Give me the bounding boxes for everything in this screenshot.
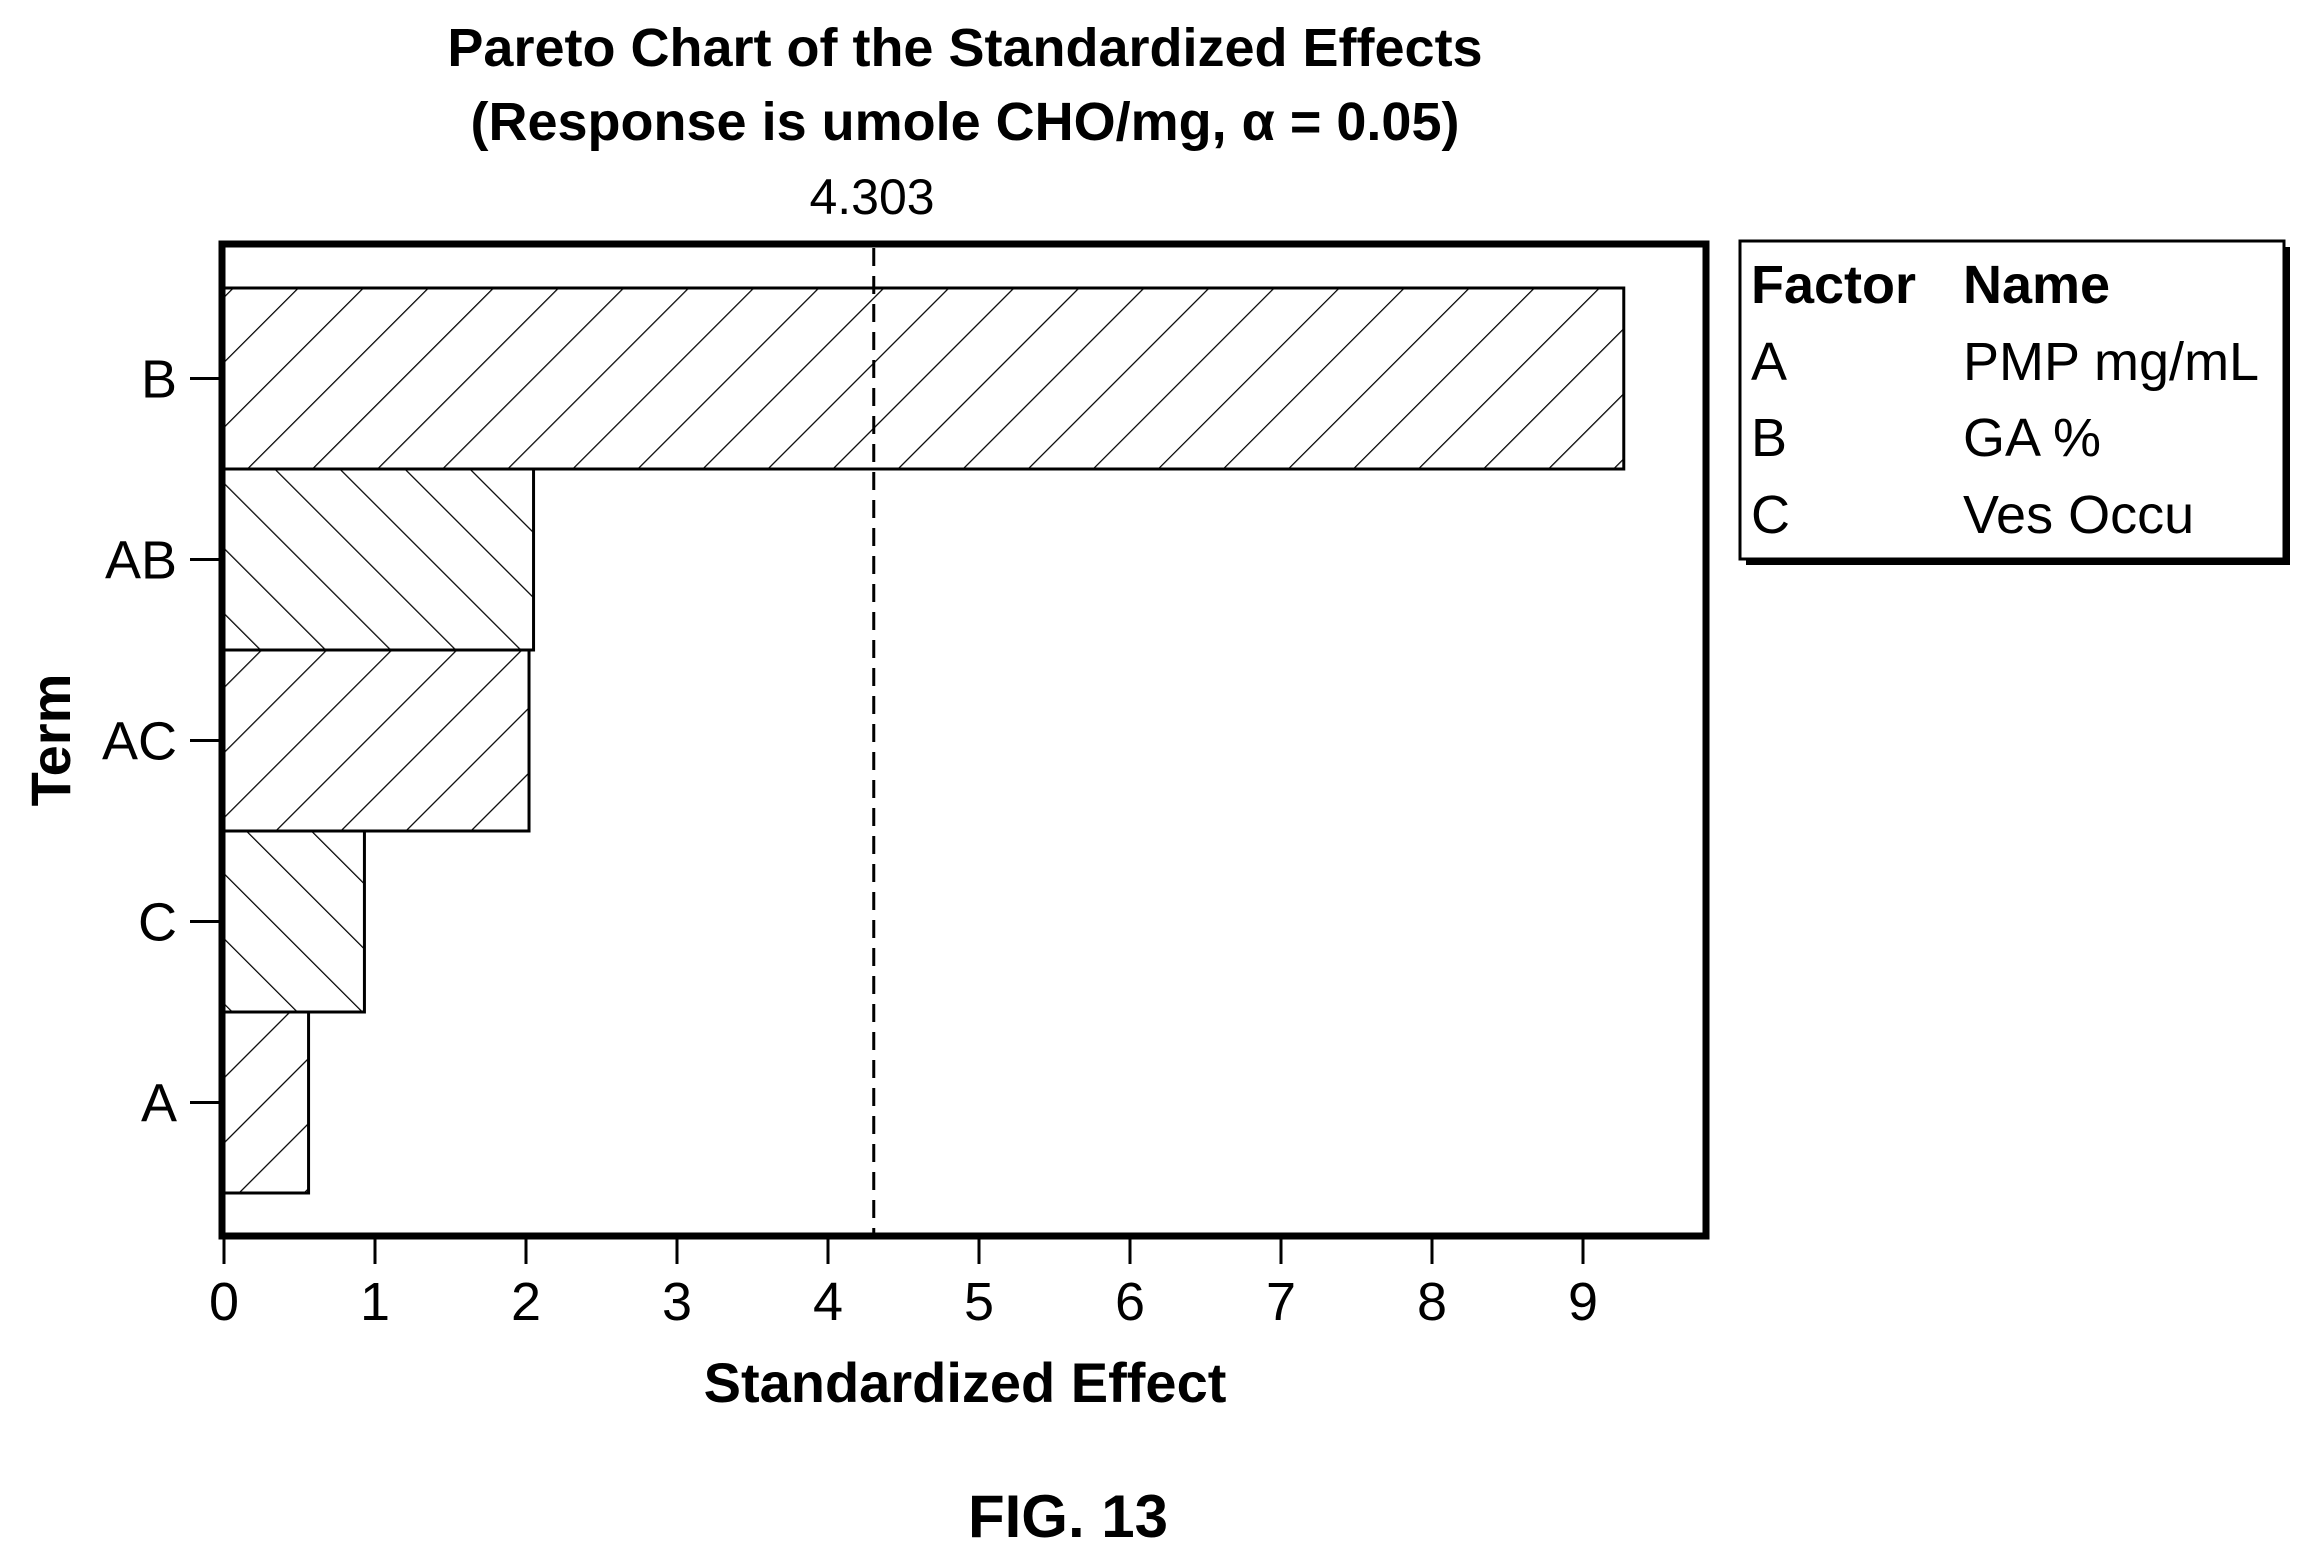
legend-header-name: Name: [1963, 255, 2110, 315]
x-tick-label-9: 9: [1568, 1272, 1598, 1332]
y-tick-label-b: B: [141, 350, 177, 410]
x-tick-label-4: 4: [813, 1272, 843, 1332]
bar-a: [222, 1010, 311, 1195]
x-tick-label-6: 6: [1115, 1272, 1145, 1332]
chart-title: Pareto Chart of the Standardized Effects: [447, 18, 1482, 78]
y-axis-label: Term: [19, 674, 82, 807]
reference-line-label: 4.303: [809, 169, 934, 225]
y-tick-label-ac: AC: [102, 712, 177, 772]
bar-ab: [222, 467, 536, 652]
x-tick-label-3: 3: [662, 1272, 692, 1332]
x-axis: 0 1 2 3 4 5 6 7 8 9: [209, 1236, 1598, 1332]
legend-factor-b: B: [1751, 408, 1787, 468]
legend-name-b: GA %: [1963, 408, 2101, 468]
y-tick-label-a: A: [141, 1074, 177, 1134]
x-tick-label-7: 7: [1266, 1272, 1296, 1332]
figure-label: FIG. 13: [968, 1483, 1168, 1550]
bar-b: [222, 286, 1626, 471]
legend-name-a: PMP mg/mL: [1963, 332, 2259, 392]
legend-factor-a: A: [1751, 332, 1787, 392]
x-axis-label: Standardized Effect: [704, 1351, 1227, 1414]
x-tick-label-0: 0: [209, 1272, 239, 1332]
bar-c: [222, 829, 366, 1014]
legend-name-c: Ves Occu: [1963, 485, 2194, 545]
x-tick-label-2: 2: [511, 1272, 541, 1332]
chart-subtitle: (Response is umole CHO/mg, α = 0.05): [471, 92, 1460, 152]
bar-ac: [222, 648, 531, 833]
legend-factor-c: C: [1751, 485, 1790, 545]
y-tick-label-ab: AB: [105, 531, 177, 591]
legend-header-factor: Factor: [1751, 255, 1916, 315]
x-tick-label-8: 8: [1417, 1272, 1447, 1332]
bars-layer: [222, 286, 1626, 1195]
y-tick-label-c: C: [138, 893, 177, 953]
x-tick-label-5: 5: [964, 1272, 994, 1332]
legend-box: Factor Name A PMP mg/mL B GA % C Ves Occ…: [1738, 239, 2290, 565]
x-tick-label-1: 1: [360, 1272, 390, 1332]
y-axis: B AB AC C A: [102, 350, 222, 1134]
